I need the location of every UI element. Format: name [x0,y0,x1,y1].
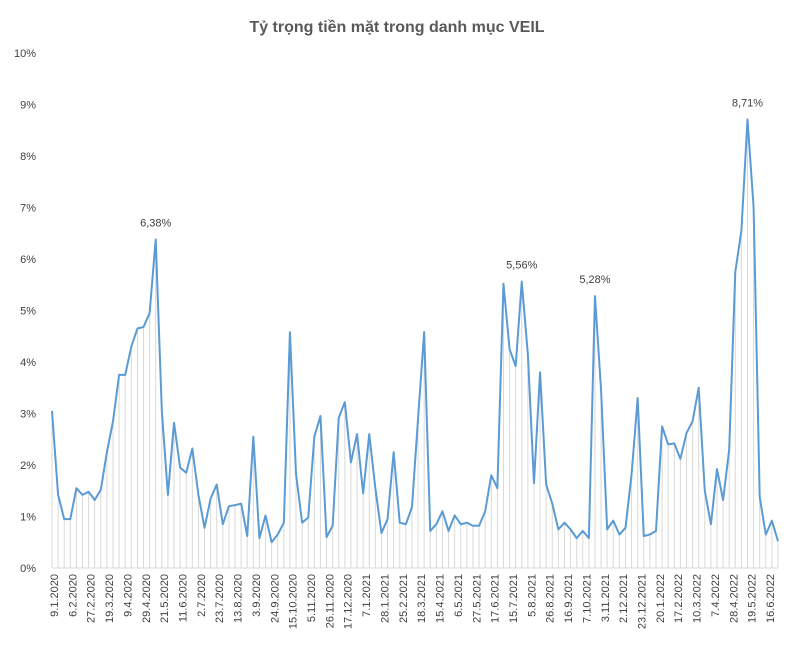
x-tick-label: 11.6.2020 [178,574,190,622]
chart-title: Tỷ trọng tiền mặt trong danh mục VEIL [249,19,544,36]
x-tick-label: 17.12.2020 [343,574,355,629]
x-tick-label: 17.6.2021 [490,574,502,623]
x-tick-label: 7.10.2021 [581,574,593,623]
x-tick-label: 15.4.2021 [435,574,447,623]
x-tick-label: 3.11.2021 [600,574,612,622]
x-tick-label: 28.4.2022 [728,574,740,623]
x-tick-label: 26.8.2021 [545,574,557,623]
y-axis: 0% 1% 2% 3% 4% 5% 6% 7% 8% 9% 10% [14,48,36,575]
y-tick-label: 3% [20,409,36,421]
data-label: 5,28% [579,274,610,286]
x-tick-label: 17.2.2022 [673,574,685,623]
y-tick-label: 1% [20,512,36,524]
x-tick-label: 3.9.2020 [251,574,263,617]
x-tick-label: 29.4.2020 [141,574,153,623]
x-tick-label: 9.1.2020 [49,574,61,617]
x-tick-label: 2.7.2020 [196,574,208,617]
x-tick-label: 16.9.2021 [563,574,575,623]
x-tick-label: 2.12.2021 [618,574,630,623]
x-axis: 9.1.2020 6.2.2020 27.2.2020 19.3.2020 9.4.20… [49,574,777,629]
y-tick-label: 8% [20,151,36,163]
series-line [51,118,779,544]
y-tick-label: 4% [20,357,36,369]
x-tick-label: 27.2.2020 [86,574,98,623]
y-tick-label: 9% [20,100,36,112]
x-tick-label: 16.6.2022 [765,574,777,623]
x-tick-label: 20.1.2022 [655,574,667,623]
x-tick-label: 9.4.2020 [122,574,134,617]
x-tick-label: 15.10.2020 [288,574,300,629]
series-area [51,118,779,569]
x-tick-label: 21.5.2020 [159,574,171,623]
data-label: 5,56% [506,260,537,272]
y-tick-label: 5% [20,306,36,318]
x-tick-label: 5.8.2021 [526,574,538,617]
x-tick-label: 5.11.2020 [306,574,318,622]
y-tick-label: 10% [14,48,36,60]
x-tick-label: 7.1.2021 [361,574,373,617]
data-labels: 6,38% 5,56% 5,28% 8,71% [140,97,763,286]
data-label: 8,71% [732,97,763,109]
x-tick-label: 18.3.2021 [416,574,428,623]
y-tick-label: 7% [20,203,36,215]
x-tick-label: 26.11.2020 [324,574,336,628]
x-tick-label: 23.12.2021 [636,574,648,629]
y-tick-label: 6% [20,254,36,266]
x-tick-label: 6.5.2021 [453,574,465,617]
y-tick-label: 2% [20,460,36,472]
x-tick-label: 25.2.2021 [398,574,410,623]
x-tick-label: 19.5.2022 [747,574,759,623]
x-tick-label: 28.1.2021 [379,574,391,623]
x-tick-label: 19.3.2020 [104,574,116,623]
area-fill-hatch [51,119,779,568]
x-tick-label: 7.4.2022 [710,574,722,617]
x-tick-label: 15.7.2021 [508,574,520,623]
x-tick-label: 27.5.2021 [471,574,483,623]
data-label: 6,38% [140,217,171,229]
y-tick-label: 0% [20,563,36,575]
x-tick-label: 23.7.2020 [214,574,226,623]
x-tick-label: 13.8.2020 [233,574,245,623]
x-tick-label: 6.2.2020 [67,574,79,617]
x-tick-label: 10.3.2022 [692,574,704,623]
x-tick-label: 24.9.2020 [269,574,281,623]
